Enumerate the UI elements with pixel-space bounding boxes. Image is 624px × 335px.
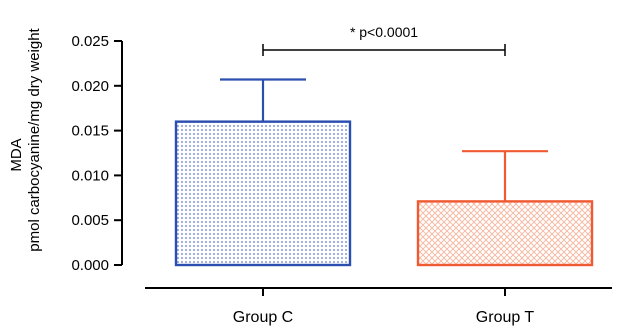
y-axis-title-line1: MDA [8,138,25,171]
bar-group-t [416,200,594,267]
x-category-label: Group T [476,309,535,326]
y-axis-ticks: 0.000 0.005 0.010 0.015 0.020 0.025 [71,33,122,274]
y-tick-label: 0.015 [71,123,109,140]
y-tick-label: 0.005 [71,212,109,229]
significance-annotation: * p<0.0001 [350,24,418,40]
y-axis-title-line2: pmol carbocyanine/mg dry weight [26,27,43,251]
bars-group: Group C Group T [174,78,594,326]
y-tick-label: 0.020 [71,78,109,95]
y-tick-label: 0.010 [71,167,109,184]
y-tick-label: 0.025 [71,33,109,50]
y-tick-label: 0.000 [71,257,109,274]
x-category-label: Group C [233,309,293,326]
bar-group-c [174,120,352,267]
